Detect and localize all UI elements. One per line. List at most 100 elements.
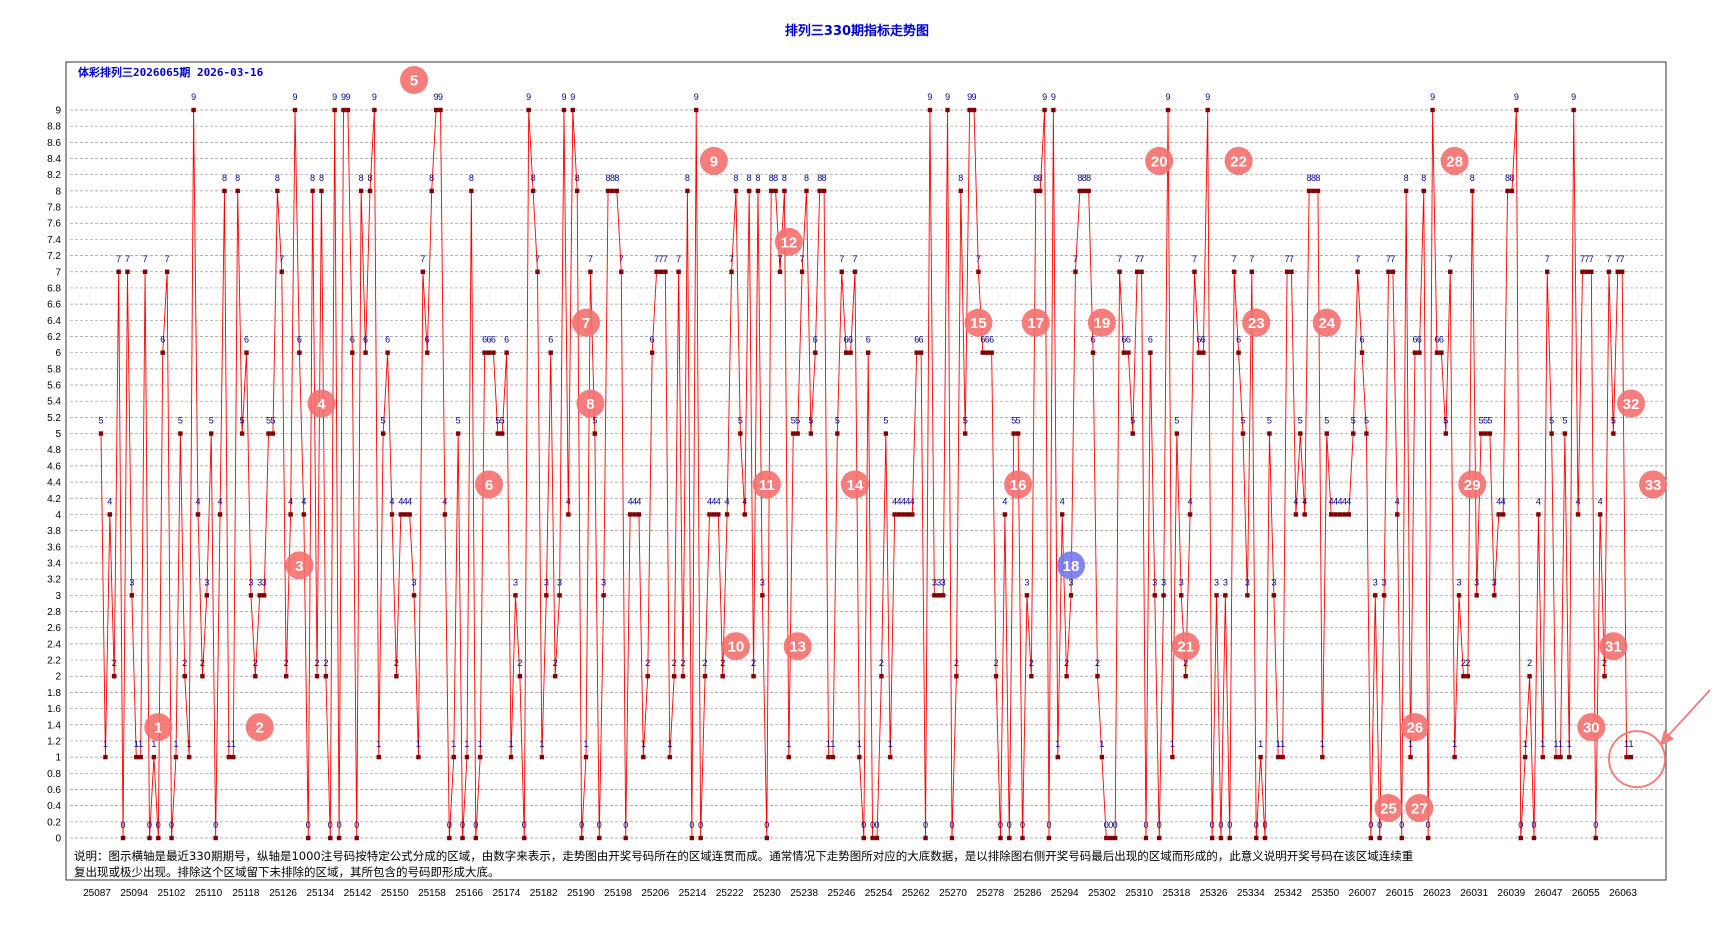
data-point	[883, 431, 889, 436]
value-label: 0	[923, 820, 928, 830]
data-point	[297, 350, 302, 355]
data-point	[649, 350, 655, 355]
value-label: 7	[1289, 254, 1294, 264]
data-point	[328, 835, 333, 841]
data-point	[301, 512, 307, 517]
value-label: 1	[667, 739, 672, 749]
value-label: 5	[1298, 416, 1303, 426]
value-label: 9	[526, 92, 531, 102]
data-point	[689, 835, 695, 841]
value-label: 5	[209, 416, 214, 426]
x-tick-label: 25310	[1125, 888, 1153, 899]
value-label: 7	[800, 254, 805, 264]
badge-label: 9	[710, 153, 718, 170]
badge-circle	[1087, 308, 1116, 337]
x-tick-label: 25174	[493, 888, 521, 899]
value-label: 5	[1240, 416, 1245, 426]
y-tick-label: 8.6	[47, 138, 61, 149]
annotation-badge: 10	[721, 632, 750, 661]
data-point	[791, 431, 796, 436]
data-point	[508, 754, 514, 760]
data-point	[1509, 188, 1515, 194]
y-tick-label: 3.8	[47, 526, 61, 537]
y-tick-label: 7	[55, 267, 61, 278]
value-label: 8	[804, 173, 809, 183]
value-label: 7	[1192, 254, 1197, 264]
data-point	[1483, 431, 1488, 436]
data-point	[940, 593, 946, 598]
data-point	[1328, 512, 1334, 517]
pointer-arrow-head	[1660, 730, 1674, 746]
value-label: 0	[1218, 820, 1223, 830]
data-point	[552, 674, 558, 679]
data-point	[239, 431, 245, 436]
value-label: 5	[1562, 416, 1567, 426]
annotation-badge: 30	[1577, 713, 1606, 742]
data-point	[1522, 754, 1528, 760]
data-point	[173, 754, 179, 760]
value-label: 8	[1315, 173, 1320, 183]
annotation-badge: 16	[1004, 470, 1033, 499]
value-label: 2	[1465, 658, 1470, 668]
data-point	[583, 754, 589, 760]
annotation-badge: 11	[752, 470, 781, 499]
value-label: 4	[403, 496, 408, 506]
data-point	[597, 835, 602, 841]
data-point	[1223, 593, 1228, 598]
value-label: 6	[1091, 335, 1096, 345]
annotation-badge: 13	[783, 632, 812, 661]
data-point	[403, 512, 408, 517]
value-label: 0	[998, 820, 1003, 830]
badge-circle	[144, 713, 173, 742]
value-label: 5	[795, 416, 800, 426]
value-label: 3	[513, 577, 518, 587]
value-label: 6	[160, 335, 165, 345]
value-label: 8	[429, 173, 434, 183]
badge-label: 11	[759, 477, 775, 494]
data-point	[821, 188, 827, 194]
value-label: 0	[1007, 820, 1012, 830]
annotation-badge: 28	[1440, 146, 1469, 175]
value-label: 0	[328, 820, 333, 830]
badge-label: 20	[1151, 153, 1168, 170]
data-point	[1254, 835, 1259, 841]
value-label: 7	[143, 254, 148, 264]
value-label: 8	[275, 173, 280, 183]
value-label: 8	[606, 173, 611, 183]
data-point	[354, 835, 359, 841]
badge-circle	[1577, 713, 1606, 742]
badge-label: 18	[1063, 558, 1080, 575]
value-label: 1	[451, 739, 456, 749]
value-label: 0	[1368, 820, 1373, 830]
value-label: 6	[985, 335, 990, 345]
data-point	[345, 107, 351, 113]
value-label: 3	[262, 577, 267, 587]
value-label: 2	[1183, 658, 1188, 668]
data-point	[623, 835, 628, 841]
data-point	[676, 269, 681, 274]
data-point	[654, 269, 659, 274]
value-label: 5	[592, 416, 597, 426]
value-label: 6	[650, 335, 655, 345]
value-label: 6	[1439, 335, 1444, 345]
data-point	[905, 512, 911, 517]
data-point	[1258, 754, 1263, 760]
y-tick-label: 4.4	[47, 478, 61, 489]
data-point	[270, 431, 276, 436]
data-point	[1425, 835, 1431, 841]
value-label: 1	[888, 739, 893, 749]
annotation-badge: 20	[1145, 146, 1174, 175]
value-label: 8	[747, 173, 752, 183]
badge-circle	[1458, 470, 1487, 499]
badge-circle	[964, 308, 993, 337]
value-label: 4	[566, 496, 571, 506]
data-point	[1033, 188, 1038, 194]
data-point	[1421, 188, 1426, 194]
annotation-badge: 6	[475, 470, 504, 499]
data-point	[1306, 188, 1312, 194]
value-label: 1	[1170, 739, 1175, 749]
value-label: 0	[1113, 820, 1118, 830]
value-label: 1	[173, 739, 178, 749]
data-point	[222, 188, 227, 194]
badge-label: 27	[1411, 801, 1428, 818]
